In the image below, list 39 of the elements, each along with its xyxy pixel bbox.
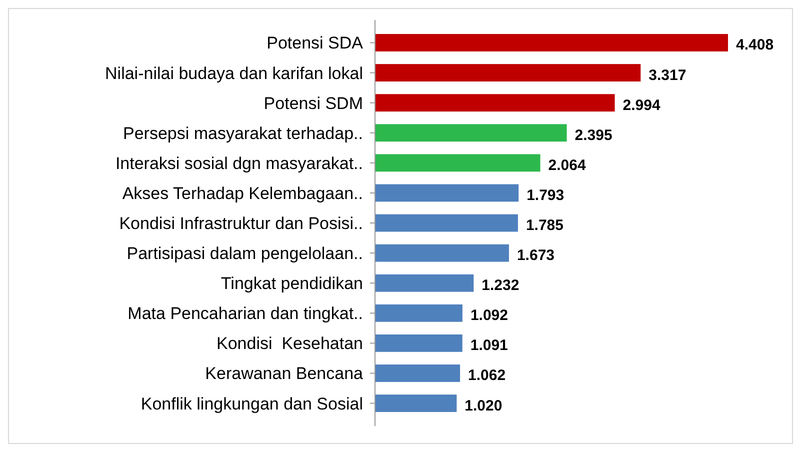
bar bbox=[375, 64, 641, 82]
bar bbox=[375, 304, 462, 322]
y-tick-label: Mata Pencaharian dan tingkat.. bbox=[128, 304, 363, 324]
bar bbox=[375, 244, 509, 262]
y-tick-label: Persepsi masyarakat terhadap.. bbox=[122, 124, 363, 143]
y-tick-label: Potensi SDM bbox=[264, 94, 363, 113]
y-tick-label: Potensi SDA bbox=[266, 34, 364, 53]
data-label: 1.091 bbox=[470, 337, 508, 354]
data-label: 2.994 bbox=[622, 96, 661, 114]
data-label: 1.092 bbox=[470, 307, 508, 324]
y-tick-label: Interaksi sosial dgn masyarakat.. bbox=[115, 154, 363, 173]
data-label: 1.062 bbox=[468, 367, 506, 384]
data-label: 2.064 bbox=[548, 156, 586, 174]
bar bbox=[375, 34, 728, 52]
y-tick-label: Kondisi Infrastruktur dan Posisi.. bbox=[119, 214, 363, 233]
y-tick-label: Konflik lingkungan dan Sosial bbox=[140, 394, 363, 414]
bar bbox=[375, 364, 460, 382]
y-tick-label: Partisipasi dalam pengelolaan.. bbox=[126, 244, 363, 264]
bar bbox=[375, 124, 567, 142]
data-label: 1.020 bbox=[464, 397, 502, 414]
data-label: 1.232 bbox=[482, 277, 520, 294]
y-tick-label: Kerawanan Bencana bbox=[205, 364, 364, 384]
bar bbox=[375, 214, 518, 232]
bar bbox=[375, 184, 519, 202]
bar bbox=[375, 394, 457, 412]
bar bbox=[375, 274, 474, 292]
y-tick-label: Kondisi Kesehatan bbox=[216, 334, 363, 354]
data-label: 1.793 bbox=[526, 186, 564, 204]
y-tick-label: Tingkat pendidikan bbox=[220, 274, 363, 294]
bar bbox=[375, 94, 615, 112]
bar bbox=[375, 334, 462, 352]
data-label: 4.408 bbox=[736, 36, 774, 54]
data-label: 1.785 bbox=[526, 217, 564, 234]
y-tick-label: Akses Terhadap Kelembagaan.. bbox=[122, 184, 363, 203]
data-label: 2.395 bbox=[574, 126, 612, 144]
bar bbox=[375, 154, 540, 172]
y-tick-label: Nilai-nilai budaya dan karifan lokal bbox=[105, 64, 363, 83]
data-label: 3.317 bbox=[648, 66, 686, 84]
data-label: 1.673 bbox=[516, 247, 555, 264]
